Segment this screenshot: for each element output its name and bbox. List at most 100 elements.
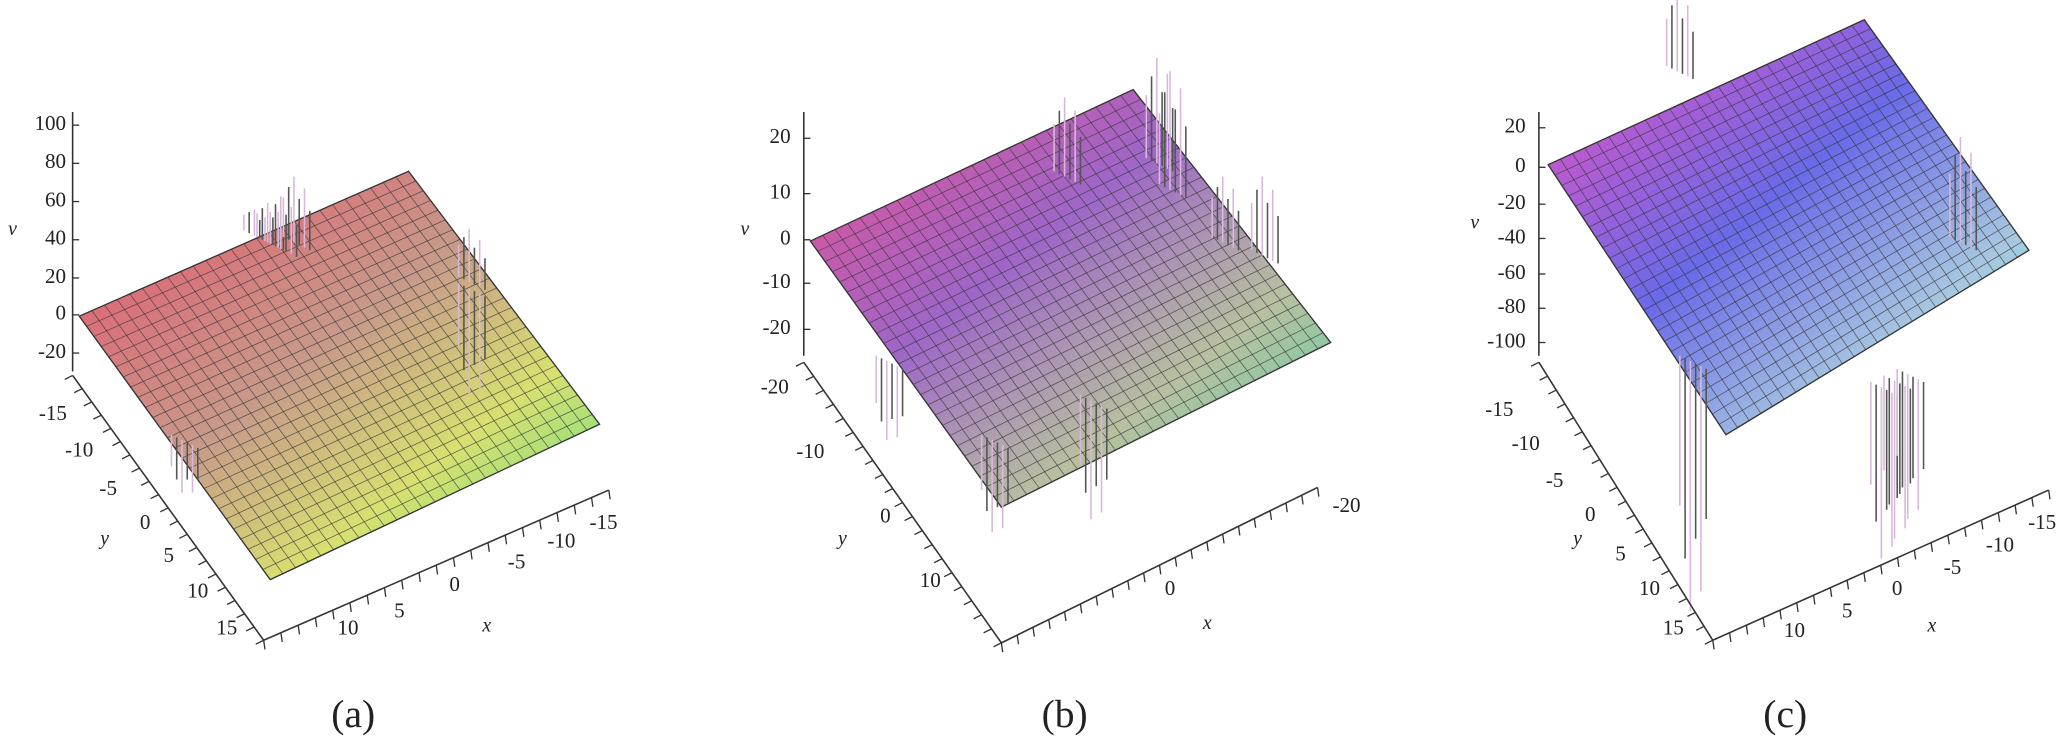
x-axis-tick	[349, 602, 352, 613]
mesh-line	[957, 283, 1286, 447]
y-tick-label: 15	[1663, 616, 1684, 640]
mesh-line	[1120, 95, 1319, 350]
mesh-line	[181, 307, 512, 459]
y-axis-tick	[102, 427, 112, 433]
v-axis-label: v	[8, 218, 17, 240]
y-axis-tick	[1608, 486, 1618, 492]
x-axis-tick	[1079, 603, 1083, 614]
y-tick-label: 10	[187, 579, 208, 603]
v-tick-label: -20	[38, 339, 66, 363]
x-axis-tick	[1253, 518, 1257, 528]
y-axis-tick	[1643, 542, 1653, 548]
mesh-line	[233, 375, 564, 530]
y-tick-label: 15	[216, 616, 237, 640]
y-axis-tick	[1565, 417, 1574, 423]
mesh-line	[357, 193, 550, 449]
mesh-line	[1083, 112, 1281, 369]
mesh-line	[979, 312, 1309, 477]
mesh-line	[319, 210, 512, 467]
y-axis-tick	[894, 501, 903, 508]
mesh-line	[1712, 232, 2017, 415]
x-axis-tick	[1846, 580, 1850, 590]
x-tick-label: 0	[1892, 576, 1903, 600]
v-tick-label: 0	[56, 301, 67, 325]
mesh-line	[949, 274, 1278, 436]
mesh-line	[996, 153, 1192, 413]
y-axis-tick	[844, 431, 854, 437]
x-tick-label: -15	[2028, 510, 2056, 534]
mesh-line	[248, 394, 578, 550]
v-tick-label: 20	[45, 264, 66, 288]
x-axis-tick	[314, 617, 318, 628]
x-tick-label: 10	[1784, 618, 1805, 642]
x-axis-tick	[1930, 542, 1934, 552]
y-tick-label: -15	[39, 401, 67, 425]
x-axis-tick	[1762, 617, 1766, 628]
v-tick-label: 10	[770, 179, 791, 203]
v-tick-label: 0	[780, 226, 791, 250]
mesh-line	[1671, 179, 1979, 352]
mesh-line	[1033, 135, 1230, 394]
mesh-line	[225, 365, 556, 520]
x-axis-tick	[1206, 541, 1209, 552]
panel	[1547, 0, 2030, 612]
mesh-line	[1008, 147, 1205, 407]
x-axis-label: x	[481, 615, 491, 637]
y-axis-tick	[1695, 625, 1705, 631]
y-axis-tick	[188, 546, 198, 553]
v-tick-label: -40	[1498, 224, 1526, 248]
y-tick-label: -10	[65, 438, 93, 462]
x-axis-tick	[1222, 533, 1225, 544]
mesh-line	[1095, 106, 1294, 362]
panel-caption: (a)	[331, 692, 375, 736]
mesh-line	[971, 303, 1301, 467]
panel-caption: (c)	[1763, 692, 1807, 736]
x-axis-tick	[556, 512, 560, 522]
x-axis-tick	[1712, 640, 1715, 650]
x-axis-tick	[1812, 595, 1816, 605]
x-tick-label: -5	[508, 550, 526, 574]
v-tick-label: 60	[45, 187, 66, 211]
mesh-line	[196, 326, 527, 479]
x-axis-tick	[263, 640, 266, 650]
x-axis-tick	[1063, 611, 1067, 622]
x-axis-tick	[1301, 495, 1304, 505]
y-axis-tick	[1591, 458, 1601, 465]
mesh-line	[1107, 100, 1306, 356]
y-axis-tick	[953, 586, 963, 592]
x-axis-tick	[2014, 504, 2018, 515]
x-axis-tick	[1997, 512, 2001, 522]
x-axis-tick	[1000, 642, 1004, 653]
mesh-line	[344, 198, 537, 455]
mesh-line	[1718, 86, 1890, 336]
x-axis-tick	[608, 489, 611, 500]
mesh-line	[1790, 52, 1960, 294]
x-axis-tick	[1947, 535, 1950, 545]
y-axis-tick	[1635, 528, 1644, 534]
mesh-line	[1766, 64, 1937, 308]
mesh-line	[1021, 141, 1218, 400]
y-axis-tick	[217, 586, 226, 592]
x-axis-tick	[1095, 596, 1099, 606]
mesh-line	[920, 235, 1248, 395]
y-axis-tick	[904, 516, 913, 522]
x-axis-tick	[470, 550, 473, 560]
v-tick-label: 0	[1515, 153, 1526, 177]
surface	[1547, 18, 2030, 436]
y-axis-tick	[255, 639, 264, 645]
x-axis-tick	[280, 632, 283, 643]
y-tick-label: -15	[1485, 397, 1513, 421]
mesh-line	[294, 221, 486, 479]
x-axis-tick	[1863, 572, 1866, 582]
v-tick-label: 80	[45, 149, 66, 173]
x-axis-tick	[1158, 565, 1162, 575]
y-axis-tick	[1617, 500, 1627, 506]
y-axis-tick	[83, 401, 93, 407]
mesh-line	[1045, 130, 1243, 388]
mesh-line	[1742, 75, 1913, 322]
mesh-line	[1684, 196, 1992, 373]
y-axis-label: y	[98, 528, 109, 550]
mesh-line	[262, 414, 593, 570]
mesh-line	[1643, 143, 1954, 311]
mesh-line	[370, 187, 562, 443]
